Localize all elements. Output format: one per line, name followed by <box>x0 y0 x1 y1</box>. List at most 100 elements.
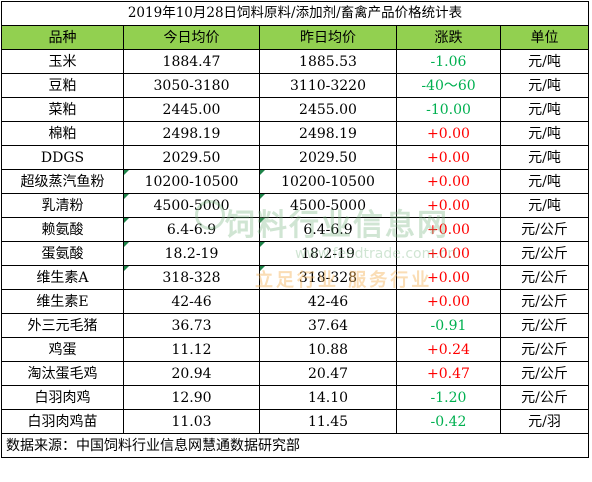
table-row: 玉米 1884.47 1885.53 -1.06 元/吨 <box>1 49 589 74</box>
today-price-cell: 1884.47 <box>123 49 260 74</box>
change-cell: +0.00 <box>396 241 501 266</box>
yesterday-price-cell: 1885.53 <box>259 49 397 74</box>
unit-cell: 元/公斤 <box>500 313 589 338</box>
change-cell: -1.06 <box>396 49 501 74</box>
unit-cell: 元/公斤 <box>500 361 589 386</box>
today-price-cell: 12.90 <box>123 385 260 410</box>
price-table: 2019年10月28日饲料原料/添加剂/畜禽产品价格统计表 品种 今日均价 昨日… <box>1 1 589 458</box>
yesterday-price-cell: 10.88 <box>259 337 397 362</box>
yesterday-price-cell: 10200-10500 <box>259 169 397 194</box>
change-cell: -40～60 <box>396 73 501 98</box>
today-price-cell: 318-328 <box>123 265 260 290</box>
header-yesterday-price: 昨日均价 <box>259 25 397 50</box>
table-row: 乳清粉 4500-5000 4500-5000 +0.00 元/吨 <box>1 193 589 218</box>
table-row: 外三元毛猪 36.73 37.64 -0.91 元/公斤 <box>1 313 589 338</box>
change-cell: +0.47 <box>396 361 501 386</box>
variety-cell: 超级蒸汽鱼粉 <box>1 169 124 194</box>
yesterday-price-cell: 2498.19 <box>259 121 397 146</box>
table-row: DDGS 2029.50 2029.50 +0.00 元/吨 <box>1 145 589 170</box>
variety-cell: 棉粕 <box>1 121 124 146</box>
today-price-cell: 18.2-19 <box>123 241 260 266</box>
price-table-container: 2019年10月28日饲料原料/添加剂/畜禽产品价格统计表 品种 今日均价 昨日… <box>1 1 589 458</box>
change-cell: -0.42 <box>396 409 501 434</box>
variety-cell: 维生素A <box>1 265 124 290</box>
table-row: 维生素A 318-328 318-328 +0.00 元/公斤 <box>1 265 589 290</box>
unit-cell: 元/公斤 <box>500 385 589 410</box>
today-price-cell: 6.4-6.9 <box>123 217 260 242</box>
variety-cell: 玉米 <box>1 49 124 74</box>
unit-cell: 元/公斤 <box>500 265 589 290</box>
variety-cell: DDGS <box>1 145 124 170</box>
header-today-price: 今日均价 <box>123 25 260 50</box>
change-cell: +0.00 <box>396 217 501 242</box>
data-source-note: 数据来源：中国饲料行业信息网慧通数据研究部 <box>1 433 589 458</box>
yesterday-price-cell: 20.47 <box>259 361 397 386</box>
yesterday-price-cell: 11.45 <box>259 409 397 434</box>
variety-cell: 乳清粉 <box>1 193 124 218</box>
table-row: 蛋氨酸 18.2-19 18.2-19 +0.00 元/公斤 <box>1 241 589 266</box>
change-cell: +0.00 <box>396 169 501 194</box>
table-row: 豆粕 3050-3180 3110-3220 -40～60 元/吨 <box>1 73 589 98</box>
variety-cell: 鸡蛋 <box>1 337 124 362</box>
change-cell: +0.24 <box>396 337 501 362</box>
variety-cell: 外三元毛猪 <box>1 313 124 338</box>
change-cell: +0.00 <box>396 193 501 218</box>
unit-cell: 元/羽 <box>500 409 589 434</box>
unit-cell: 元/吨 <box>500 49 589 74</box>
unit-cell: 元/公斤 <box>500 217 589 242</box>
today-price-cell: 2029.50 <box>123 145 260 170</box>
variety-cell: 白羽肉鸡 <box>1 385 124 410</box>
change-cell: -1.20 <box>396 385 501 410</box>
table-title: 2019年10月28日饲料原料/添加剂/畜禽产品价格统计表 <box>1 1 589 26</box>
unit-cell: 元/吨 <box>500 193 589 218</box>
yesterday-price-cell: 14.10 <box>259 385 397 410</box>
table-row: 维生素E 42-46 42-46 +0.00 元/公斤 <box>1 289 589 314</box>
today-price-cell: 10200-10500 <box>123 169 260 194</box>
today-price-cell: 4500-5000 <box>123 193 260 218</box>
change-cell: -10.00 <box>396 97 501 122</box>
table-row: 鸡蛋 11.12 10.88 +0.24 元/公斤 <box>1 337 589 362</box>
table-row: 菜粕 2445.00 2455.00 -10.00 元/吨 <box>1 97 589 122</box>
today-price-cell: 3050-3180 <box>123 73 260 98</box>
unit-cell: 元/公斤 <box>500 241 589 266</box>
today-price-cell: 11.03 <box>123 409 260 434</box>
variety-cell: 维生素E <box>1 289 124 314</box>
header-change: 涨跌 <box>396 25 501 50</box>
today-price-cell: 20.94 <box>123 361 260 386</box>
table-row: 白羽肉鸡 12.90 14.10 -1.20 元/公斤 <box>1 385 589 410</box>
source-row: 数据来源：中国饲料行业信息网慧通数据研究部 <box>1 433 589 458</box>
unit-cell: 元/吨 <box>500 169 589 194</box>
unit-cell: 元/吨 <box>500 97 589 122</box>
yesterday-price-cell: 42-46 <box>259 289 397 314</box>
title-row: 2019年10月28日饲料原料/添加剂/畜禽产品价格统计表 <box>1 1 589 26</box>
header-row: 品种 今日均价 昨日均价 涨跌 单位 <box>1 25 589 50</box>
variety-cell: 蛋氨酸 <box>1 241 124 266</box>
change-cell: -0.91 <box>396 313 501 338</box>
today-price-cell: 2445.00 <box>123 97 260 122</box>
yesterday-price-cell: 18.2-19 <box>259 241 397 266</box>
yesterday-price-cell: 318-328 <box>259 265 397 290</box>
yesterday-price-cell: 6.4-6.9 <box>259 217 397 242</box>
change-cell: +0.00 <box>396 289 501 314</box>
table-row: 白羽肉鸡苗 11.03 11.45 -0.42 元/羽 <box>1 409 589 434</box>
today-price-cell: 2498.19 <box>123 121 260 146</box>
header-variety: 品种 <box>1 25 124 50</box>
today-price-cell: 36.73 <box>123 313 260 338</box>
variety-cell: 赖氨酸 <box>1 217 124 242</box>
today-price-cell: 42-46 <box>123 289 260 314</box>
variety-cell: 白羽肉鸡苗 <box>1 409 124 434</box>
today-price-cell: 11.12 <box>123 337 260 362</box>
yesterday-price-cell: 3110-3220 <box>259 73 397 98</box>
unit-cell: 元/吨 <box>500 121 589 146</box>
unit-cell: 元/公斤 <box>500 337 589 362</box>
variety-cell: 淘汰蛋毛鸡 <box>1 361 124 386</box>
table-row: 赖氨酸 6.4-6.9 6.4-6.9 +0.00 元/公斤 <box>1 217 589 242</box>
unit-cell: 元/吨 <box>500 73 589 98</box>
yesterday-price-cell: 37.64 <box>259 313 397 338</box>
table-row: 棉粕 2498.19 2498.19 +0.00 元/吨 <box>1 121 589 146</box>
change-cell: +0.00 <box>396 265 501 290</box>
unit-cell: 元/吨 <box>500 145 589 170</box>
yesterday-price-cell: 2455.00 <box>259 97 397 122</box>
variety-cell: 菜粕 <box>1 97 124 122</box>
header-unit: 单位 <box>500 25 589 50</box>
